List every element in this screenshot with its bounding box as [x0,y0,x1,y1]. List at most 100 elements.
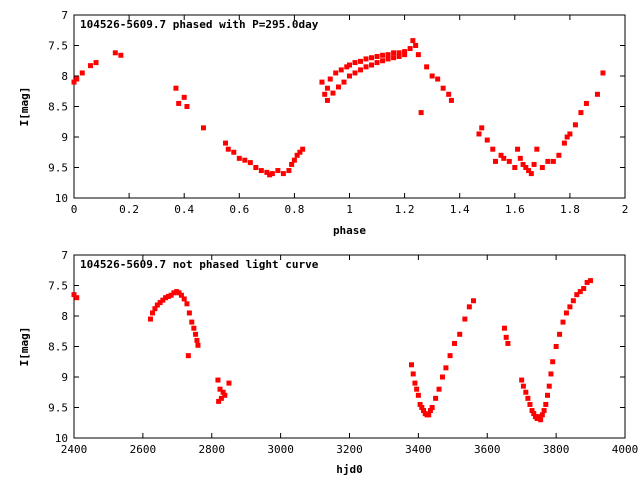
data-point [327,76,333,82]
data-point [253,165,259,170]
x-tick-label: 2 [622,203,629,216]
data-point [440,85,446,91]
x-tick-label: 0.2 [119,203,139,216]
x-tick-label: 0.6 [229,203,249,216]
data-point [341,79,347,85]
plot-title: 104526-5609.7 phased with P=295.0day [80,18,319,31]
data-point [577,289,583,295]
data-point [520,161,526,167]
data-point [157,300,163,306]
data-point [264,169,270,175]
data-point [181,94,187,100]
data-point [396,50,402,56]
y-tick-label: 7 [61,9,68,22]
data-point [534,146,540,152]
data-point [410,371,416,377]
x-tick-label: 0.8 [284,203,304,216]
data-point [191,325,197,331]
data-point [352,70,358,76]
data-point [74,76,80,82]
data-point [374,53,380,59]
data-point [218,395,224,401]
data-point [520,383,526,389]
data-point [517,155,523,161]
data-point [267,172,273,178]
x-tick-label: 2600 [130,443,157,456]
y-tick-label: 9 [61,371,68,384]
data-point [71,79,77,85]
data-point [176,100,182,106]
data-point [443,365,449,371]
x-axis-label: hjd0 [336,463,363,476]
data-point [567,304,573,310]
data-point [216,398,222,404]
data-point [335,84,341,90]
data-point [498,152,504,158]
data-point [501,155,507,161]
data-points [71,278,594,423]
data-point [385,56,391,62]
data-point [560,319,566,325]
data-point [200,125,206,131]
data-point [333,70,339,76]
data-point [380,52,386,58]
data-point [291,157,297,163]
y-tick-label: 9.5 [48,402,68,415]
x-tick-label: 3400 [405,443,432,456]
data-point [79,70,85,76]
x-axis-label: phase [333,224,366,237]
data-point [556,152,562,158]
data-point [150,310,156,316]
data-point [588,278,594,284]
data-point [528,171,534,177]
data-point [570,298,576,304]
data-point [93,60,99,66]
data-point [466,304,472,310]
data-point [189,319,195,325]
axis-ticks: 2400 2600 2800 3000 3200 3400 3600 3800 4000 7 7.5… [48,249,638,456]
data-point [429,73,435,79]
data-point [525,395,531,401]
data-point [512,165,518,170]
y-tick-label: 7.5 [48,280,68,293]
data-point [470,298,476,304]
data-point [550,158,556,164]
data-point [294,152,300,158]
data-point [531,161,537,167]
data-point [247,160,253,166]
data-point [344,64,350,70]
data-point [324,97,330,103]
data-point [543,401,549,407]
data-point [112,50,118,56]
data-point [369,55,375,61]
data-point [427,408,433,414]
data-point [462,316,468,322]
x-tick-label: 4000 [612,443,639,456]
data-point [557,331,563,337]
data-point [269,171,275,177]
data-point [181,296,187,302]
data-point [223,140,229,146]
data-point [594,91,600,97]
x-tick-label: 1.8 [560,203,580,216]
data-point [412,380,418,386]
data-point [539,165,545,170]
y-tick-label: 10 [55,432,68,445]
data-point [71,292,77,298]
data-point [220,389,226,395]
x-tick-label: 2800 [199,443,226,456]
unphased-light-curve-panel: 2400 2600 2800 3000 3200 3400 3600 3800 4000 7 7.5… [18,249,638,476]
data-point [147,316,153,322]
phased-light-curve-panel: 0 0.2 0.4 0.6 0.8 1 1.2 1.4 1.6 1.8 2 7 7.5 8 8.5 9 9.5 1… [18,9,628,237]
data-point [163,295,169,301]
data-point [503,334,509,340]
x-tick-label: 0 [71,203,78,216]
data-point [446,91,452,97]
data-point [402,52,408,58]
data-point [476,131,482,137]
data-point [358,67,364,73]
data-point [452,340,458,346]
data-point [396,53,402,59]
data-point [419,405,425,410]
data-point [563,310,569,316]
